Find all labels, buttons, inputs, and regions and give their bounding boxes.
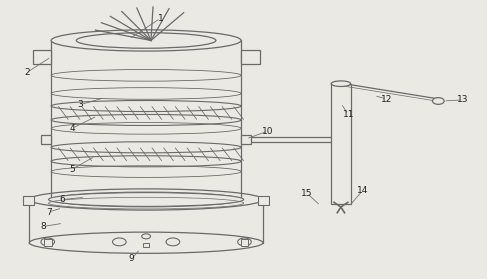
- Circle shape: [432, 98, 444, 104]
- Bar: [143, 243, 149, 247]
- Bar: [258, 196, 269, 205]
- Polygon shape: [29, 199, 263, 243]
- Ellipse shape: [29, 189, 263, 210]
- Circle shape: [166, 238, 180, 246]
- Text: 1: 1: [158, 14, 164, 23]
- Bar: [23, 196, 34, 205]
- Bar: [241, 135, 251, 144]
- Circle shape: [238, 238, 251, 246]
- Text: 14: 14: [357, 186, 369, 195]
- Ellipse shape: [51, 192, 241, 207]
- Text: 8: 8: [40, 222, 46, 231]
- Ellipse shape: [49, 193, 244, 206]
- Text: 5: 5: [69, 165, 75, 174]
- Ellipse shape: [29, 232, 263, 253]
- Bar: [241, 50, 260, 64]
- Bar: [33, 50, 51, 64]
- Text: 13: 13: [457, 95, 468, 104]
- Ellipse shape: [331, 81, 351, 86]
- Circle shape: [142, 234, 150, 239]
- Text: 7: 7: [46, 208, 52, 217]
- Text: 3: 3: [77, 100, 83, 109]
- Bar: [241, 239, 248, 246]
- Bar: [44, 239, 52, 246]
- Polygon shape: [51, 40, 241, 199]
- Text: 11: 11: [342, 110, 354, 119]
- Ellipse shape: [51, 30, 241, 51]
- Bar: [41, 135, 51, 144]
- Text: 12: 12: [380, 95, 392, 104]
- Text: 9: 9: [129, 254, 134, 263]
- Text: 15: 15: [301, 189, 313, 198]
- Circle shape: [112, 238, 126, 246]
- Text: 6: 6: [59, 195, 65, 204]
- Ellipse shape: [76, 33, 216, 48]
- Text: 10: 10: [262, 127, 274, 136]
- Circle shape: [41, 238, 55, 246]
- Text: 4: 4: [69, 124, 75, 133]
- Text: 2: 2: [24, 68, 30, 77]
- Bar: [331, 84, 351, 204]
